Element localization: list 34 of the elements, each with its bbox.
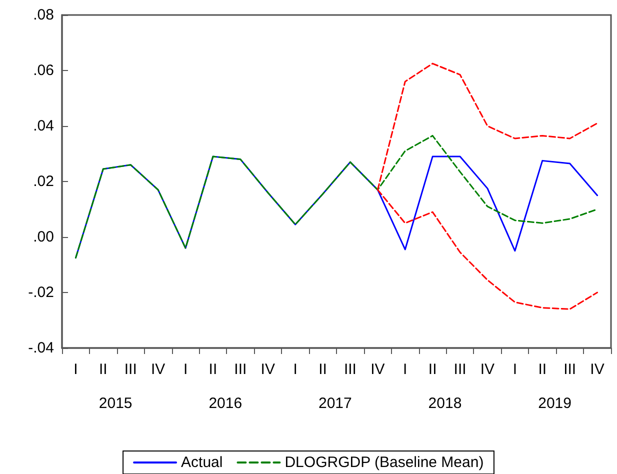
x-tick-label: II <box>208 361 218 378</box>
text: 2019 <box>538 395 572 412</box>
y-tick-label: .00 <box>33 228 54 246</box>
x-tick-label: IV <box>150 361 166 378</box>
x-tick-label: I <box>512 361 518 378</box>
x-tick-label: III <box>124 361 137 378</box>
x-tick-label: IV <box>370 361 385 378</box>
x-tick-label: I <box>183 361 188 378</box>
text: 2015 <box>98 395 132 412</box>
x-tick-label: IV <box>590 361 604 378</box>
text: 2018 <box>428 395 462 412</box>
y-tick-label: -.02 <box>28 284 54 301</box>
x-tick-label: I <box>403 361 408 378</box>
x-tick-label: IV <box>480 361 495 378</box>
x-tick-label: II <box>428 361 437 378</box>
x-tick-label: II <box>99 361 108 378</box>
x-tick-label: II <box>538 361 547 378</box>
x-tick-label: I <box>74 361 78 378</box>
x-tick-label: III <box>454 361 466 378</box>
x-tick-label: III <box>234 361 247 378</box>
text: 2017 <box>318 395 352 412</box>
x-tick-label: III <box>564 361 576 378</box>
legend-label: DLOGRGDP (Baseline Mean) <box>284 454 484 471</box>
x-tick-label: III <box>344 361 356 378</box>
x-tick-label: I <box>293 361 298 378</box>
y-tick-label: .06 <box>33 62 54 79</box>
y-tick-label: .04 <box>33 118 54 134</box>
text: 2016 <box>208 395 242 412</box>
x-tick-label: II <box>318 361 327 378</box>
y-tick-label: .08 <box>33 6 54 24</box>
y-tick-label: -.04 <box>28 340 54 356</box>
y-tick-label: .02 <box>33 173 54 190</box>
x-tick-label: IV <box>260 361 275 378</box>
legend-label: Actual <box>181 454 223 471</box>
